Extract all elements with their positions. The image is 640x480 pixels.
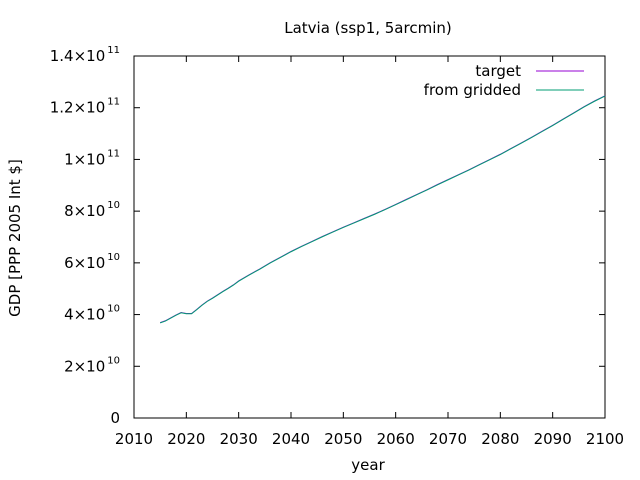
series-line-from-gridded [160,95,606,324]
series-lines [160,95,606,324]
x-axis-label: year [351,456,385,474]
legend-label: target [475,62,521,80]
chart-title: Latvia (ssp1, 5arcmin) [284,19,451,37]
y-tick-label: 2×10 10 [64,355,120,375]
x-tick-label: 2050 [324,430,362,448]
x-tick-label: 2010 [115,430,153,448]
plot-frame [133,55,606,419]
y-tick-label: 1×10 11 [64,148,120,168]
legend-label: from gridded [424,81,521,99]
x-tick-label: 2030 [220,430,258,448]
y-tick-label: 1.4×10 11 [50,45,120,65]
y-axis: 0 2×10 10 4×10 10 6×10 10 8×10 10 1×10 11 1.2×10 11 1… [50,45,605,427]
x-tick-label: 2070 [429,430,467,448]
x-tick-label: 2060 [377,430,415,448]
y-tick-label: 4×10 10 [64,304,120,324]
x-tick-label: 2020 [167,430,205,448]
y-tick-label: 6×10 10 [64,252,120,272]
y-tick-label: 0 [110,409,120,427]
y-tick-label: 8×10 10 [64,200,120,220]
x-tick-label: 2080 [481,430,519,448]
y-axis-label: GDP [PPP 2005 Int $] [6,159,24,317]
x-axis: 2010 2020 2030 2040 2050 2060 2070 2080 2090 2100 [115,56,624,448]
x-tick-label: 2090 [534,430,572,448]
x-tick-label: 2040 [272,430,310,448]
y-tick-label: 1.2×10 11 [50,97,120,117]
series-line-target [160,95,606,324]
x-tick-label: 2100 [586,430,624,448]
